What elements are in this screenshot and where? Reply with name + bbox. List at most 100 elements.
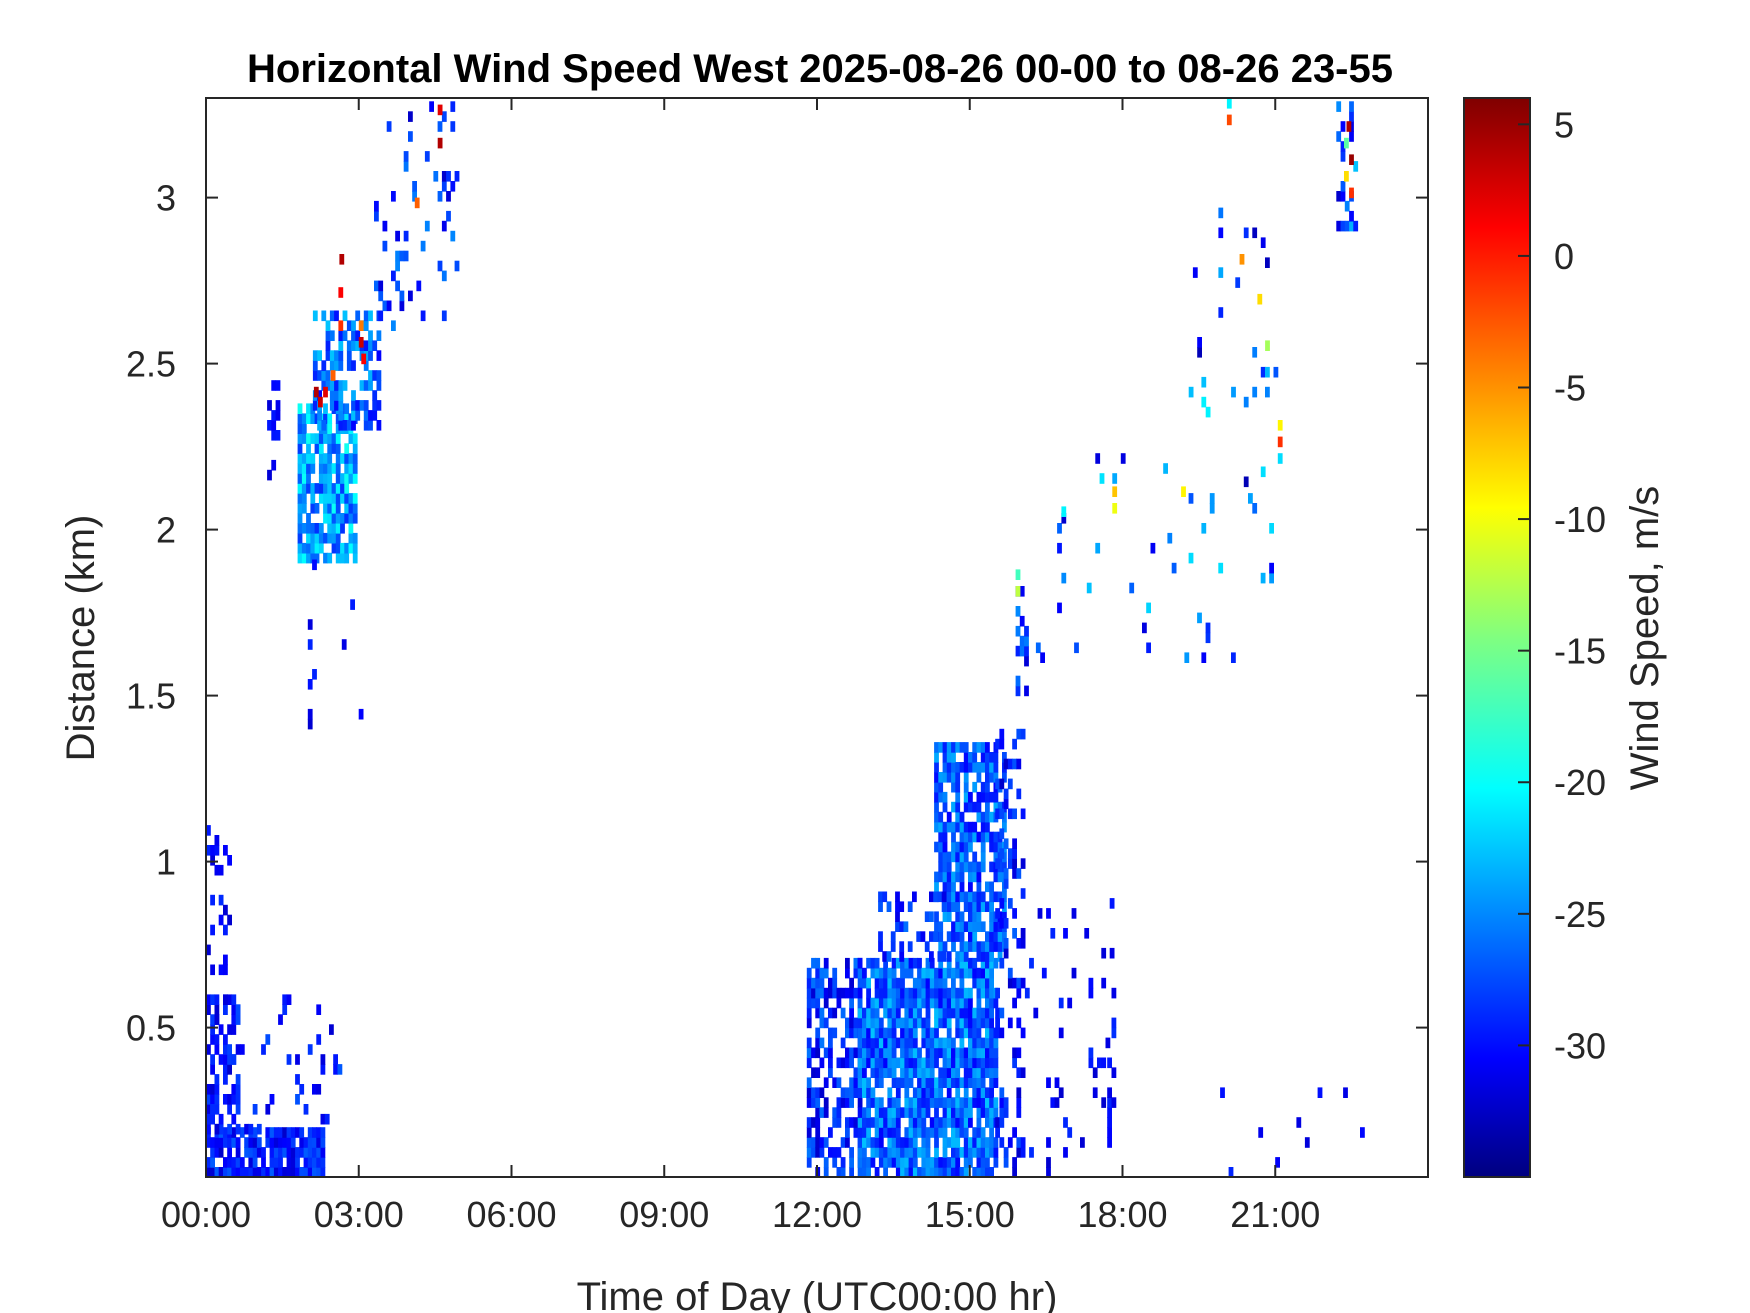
heatmap-cell xyxy=(1340,121,1346,132)
heatmap-cell xyxy=(1163,463,1168,474)
heatmap-cell xyxy=(895,1087,901,1098)
heatmap-cell xyxy=(1146,642,1151,654)
heatmap-cell xyxy=(993,1137,999,1148)
heatmap-cell xyxy=(335,433,341,444)
heatmap-cell xyxy=(904,957,910,969)
heatmap-cell xyxy=(891,967,897,979)
heatmap-cell xyxy=(946,957,952,969)
heatmap-cell xyxy=(968,891,973,903)
heatmap-cell xyxy=(874,1007,880,1019)
heatmap-cell xyxy=(993,941,999,952)
heatmap-cell xyxy=(917,1017,922,1029)
heatmap-cell xyxy=(378,290,384,302)
heatmap-cell xyxy=(904,1107,910,1118)
heatmap-cell xyxy=(819,1037,825,1049)
heatmap-cell xyxy=(849,1087,854,1098)
heatmap-cell xyxy=(1107,1057,1112,1069)
heatmap-cell xyxy=(214,1123,220,1135)
heatmap-cell xyxy=(916,931,922,942)
heatmap-cell xyxy=(1265,340,1270,351)
heatmap-cell xyxy=(900,1107,905,1118)
heatmap-cell xyxy=(806,1087,812,1098)
heatmap-cell xyxy=(437,191,443,202)
heatmap-cell xyxy=(1336,191,1342,202)
heatmap-cell xyxy=(1012,908,1017,919)
heatmap-cell xyxy=(993,1097,999,1108)
heatmap-cell xyxy=(934,911,939,922)
heatmap-cell xyxy=(231,1167,237,1178)
heatmap-cell xyxy=(1016,758,1022,770)
heatmap-cell xyxy=(306,473,311,484)
heatmap-cell xyxy=(340,542,345,554)
heatmap-cell xyxy=(938,967,944,979)
heatmap-cell xyxy=(955,951,961,962)
heatmap-cell xyxy=(912,1057,918,1069)
heatmap-cell xyxy=(1007,898,1013,909)
heatmap-cell xyxy=(999,957,1005,969)
heatmap-cell xyxy=(976,1097,982,1108)
heatmap-cell xyxy=(929,977,935,989)
heatmap-cell xyxy=(929,967,935,979)
heatmap-cell xyxy=(227,994,232,1005)
heatmap-cell xyxy=(989,841,994,853)
heatmap-cell xyxy=(271,430,277,441)
heatmap-cell xyxy=(976,977,982,989)
heatmap-cell xyxy=(1007,858,1013,869)
heatmap-cell xyxy=(921,1027,927,1039)
heatmap-cell xyxy=(327,513,333,524)
heatmap-cell xyxy=(904,1147,910,1158)
heatmap-cell xyxy=(908,1097,914,1108)
heatmap-cell xyxy=(891,1027,897,1039)
heatmap-cell xyxy=(403,161,409,172)
heatmap-cell xyxy=(989,791,994,803)
heatmap-cell xyxy=(874,997,880,1009)
heatmap-cell xyxy=(412,191,417,202)
heatmap-cell xyxy=(286,1054,292,1065)
heatmap-cell xyxy=(441,270,447,282)
heatmap-cell xyxy=(963,891,969,903)
heatmap-cell xyxy=(1002,851,1007,863)
heatmap-cell xyxy=(399,300,405,312)
heatmap-cell xyxy=(985,1147,990,1158)
heatmap-cell xyxy=(214,994,220,1005)
heatmap-cell xyxy=(368,370,373,381)
heatmap-cell xyxy=(951,1137,956,1148)
heatmap-cell xyxy=(857,987,863,999)
heatmap-cell xyxy=(989,1077,994,1088)
heatmap-cell xyxy=(227,1137,232,1148)
heatmap-cell xyxy=(218,894,224,906)
heatmap-cell xyxy=(849,1117,854,1128)
heatmap-cell xyxy=(976,831,982,843)
heatmap-cell xyxy=(239,1167,245,1178)
heatmap-cell xyxy=(301,542,307,554)
heatmap-cell xyxy=(223,1094,228,1105)
heatmap-cell xyxy=(1101,947,1107,959)
heatmap-cell xyxy=(836,1147,842,1158)
x-tick-label: 18:00 xyxy=(1077,1194,1167,1235)
heatmap-cell xyxy=(980,951,986,962)
heatmap-cell xyxy=(887,977,893,989)
heatmap-cell xyxy=(883,1067,888,1078)
heatmap-cell xyxy=(363,380,369,391)
heatmap-cell xyxy=(1109,947,1115,959)
heatmap-cell xyxy=(908,1117,914,1128)
heatmap-cell xyxy=(917,987,922,999)
heatmap-cell xyxy=(963,791,969,803)
heatmap-cell xyxy=(874,1147,880,1158)
heatmap-cell xyxy=(1111,1027,1117,1039)
heatmap-cell xyxy=(938,1007,944,1019)
heatmap-cell xyxy=(210,1104,215,1115)
heatmap-cell xyxy=(904,1157,910,1168)
heatmap-cell xyxy=(934,1037,939,1049)
heatmap-cell xyxy=(338,340,344,351)
heatmap-cell xyxy=(934,1057,939,1069)
heatmap-cell xyxy=(325,370,331,381)
heatmap-cell xyxy=(959,811,965,823)
heatmap-cell xyxy=(363,310,369,322)
heatmap-cell xyxy=(963,967,969,979)
heatmap-cell xyxy=(437,260,443,272)
heatmap-cell xyxy=(955,821,961,833)
heatmap-cell xyxy=(331,493,337,504)
heatmap-cell xyxy=(301,473,307,484)
heatmap-cell xyxy=(980,762,986,773)
